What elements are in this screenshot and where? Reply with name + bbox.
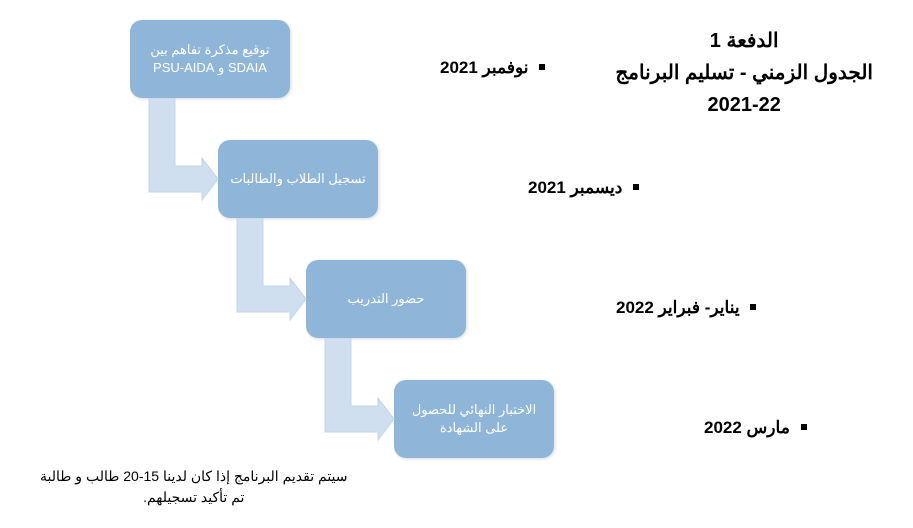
date-label-3: يناير- فبراير 2022: [616, 298, 756, 318]
date-label-1: نوفمبر 2021: [440, 58, 545, 78]
flow-step-2: تسجيل الطلاب والطالبات: [218, 140, 378, 218]
footer-line-1: سيتم تقديم البرنامج إذا كان لدينا 15-20 …: [40, 466, 348, 487]
header-line-3: 2021-22: [615, 89, 873, 121]
header-block: الدفعة 1 الجدول الزمني - تسليم البرنامج …: [615, 25, 873, 121]
header-line-2: الجدول الزمني - تسليم البرنامج: [615, 57, 873, 89]
flow-step-1: توقيع مذكرة تفاهم بين SDAIA و PSU-AIDA: [130, 20, 290, 98]
flow-step-3: حضور التدريب: [306, 260, 466, 338]
date-text: نوفمبر 2021: [440, 58, 533, 77]
date-text: مارس 2022: [704, 418, 795, 437]
date-text: ديسمبر 2021: [528, 178, 627, 197]
header-line-1: الدفعة 1: [615, 25, 873, 57]
bullet-icon: [539, 64, 545, 70]
footer-line-2: تم تأكيد تسجيلهم.: [40, 487, 348, 508]
date-label-4: مارس 2022: [704, 418, 807, 438]
date-text: يناير- فبراير 2022: [616, 298, 744, 317]
bullet-icon: [633, 184, 639, 190]
footer-note: سيتم تقديم البرنامج إذا كان لدينا 15-20 …: [40, 466, 348, 508]
flow-step-4: الاختبار النهائي للحصول على الشهادة: [394, 380, 554, 458]
bullet-icon: [750, 304, 756, 310]
date-label-2: ديسمبر 2021: [528, 178, 639, 198]
bullet-icon: [801, 424, 807, 430]
